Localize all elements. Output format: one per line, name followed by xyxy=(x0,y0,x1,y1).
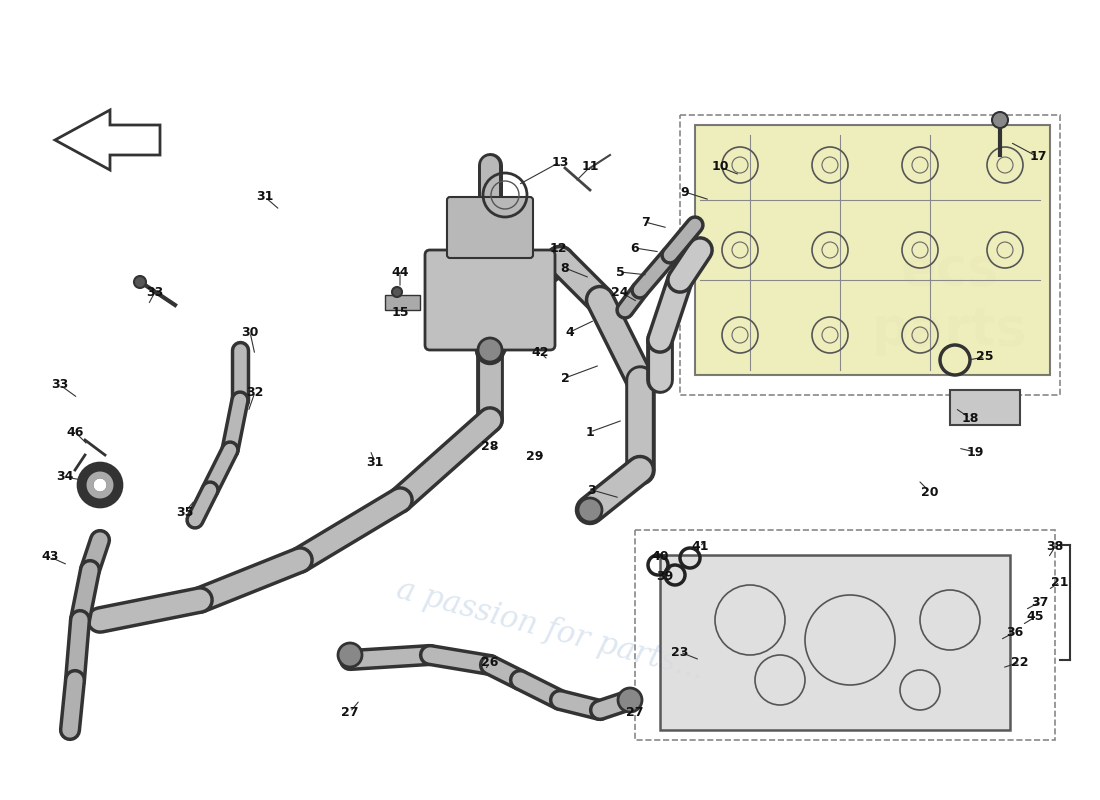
Bar xyxy=(635,530,1055,740)
Text: 11: 11 xyxy=(581,161,598,174)
Text: 44: 44 xyxy=(392,266,409,278)
Text: 24: 24 xyxy=(612,286,629,298)
Circle shape xyxy=(134,276,146,288)
Text: 35: 35 xyxy=(176,506,194,518)
Text: 23: 23 xyxy=(671,646,689,658)
Circle shape xyxy=(392,287,402,297)
Text: 6: 6 xyxy=(630,242,639,254)
Text: 32: 32 xyxy=(246,386,264,398)
Circle shape xyxy=(992,112,1008,128)
Text: 18: 18 xyxy=(961,411,979,425)
Text: 33: 33 xyxy=(52,378,68,391)
Circle shape xyxy=(338,643,362,667)
FancyBboxPatch shape xyxy=(447,197,534,258)
Text: 27: 27 xyxy=(341,706,359,718)
Text: 2: 2 xyxy=(561,371,570,385)
Text: 39: 39 xyxy=(657,570,673,583)
Text: 5: 5 xyxy=(616,266,625,278)
Circle shape xyxy=(578,498,602,522)
Bar xyxy=(695,125,1050,375)
Text: 42: 42 xyxy=(531,346,549,358)
Text: 31: 31 xyxy=(366,455,384,469)
Text: 33: 33 xyxy=(146,286,164,298)
Text: 7: 7 xyxy=(640,215,649,229)
Text: 34: 34 xyxy=(56,470,74,483)
Text: 28: 28 xyxy=(482,441,498,454)
Bar xyxy=(660,555,1010,730)
Bar xyxy=(385,295,420,310)
Text: 3: 3 xyxy=(587,483,596,497)
Text: 4: 4 xyxy=(565,326,574,338)
Text: 1: 1 xyxy=(585,426,594,438)
Text: 31: 31 xyxy=(256,190,274,203)
Bar xyxy=(950,390,1020,425)
Text: 22: 22 xyxy=(1011,655,1028,669)
Text: 38: 38 xyxy=(1046,541,1064,554)
FancyBboxPatch shape xyxy=(425,250,556,350)
Text: 41: 41 xyxy=(691,541,708,554)
Text: a passion for parts...: a passion for parts... xyxy=(393,574,707,686)
Text: 13: 13 xyxy=(551,155,569,169)
Circle shape xyxy=(478,338,502,362)
Text: 17: 17 xyxy=(1030,150,1047,163)
Text: 26: 26 xyxy=(482,655,498,669)
Text: 37: 37 xyxy=(1032,595,1048,609)
Text: 8: 8 xyxy=(561,262,570,274)
Text: 20: 20 xyxy=(922,486,938,498)
Text: 46: 46 xyxy=(66,426,84,438)
Circle shape xyxy=(618,688,642,712)
Text: 21: 21 xyxy=(1052,575,1069,589)
Text: 12: 12 xyxy=(549,242,566,254)
Text: 15: 15 xyxy=(392,306,409,318)
Text: 29: 29 xyxy=(526,450,543,463)
Text: 10: 10 xyxy=(712,161,728,174)
Text: 9: 9 xyxy=(681,186,690,198)
Text: 45: 45 xyxy=(1026,610,1044,623)
Text: 30: 30 xyxy=(241,326,258,338)
Text: ecs
parts: ecs parts xyxy=(872,244,1027,356)
Text: 40: 40 xyxy=(651,550,669,563)
Bar xyxy=(680,115,1060,395)
Text: 43: 43 xyxy=(42,550,58,563)
Text: 36: 36 xyxy=(1006,626,1024,638)
Text: 19: 19 xyxy=(966,446,983,458)
Text: 25: 25 xyxy=(977,350,993,363)
Text: 27: 27 xyxy=(626,706,644,718)
